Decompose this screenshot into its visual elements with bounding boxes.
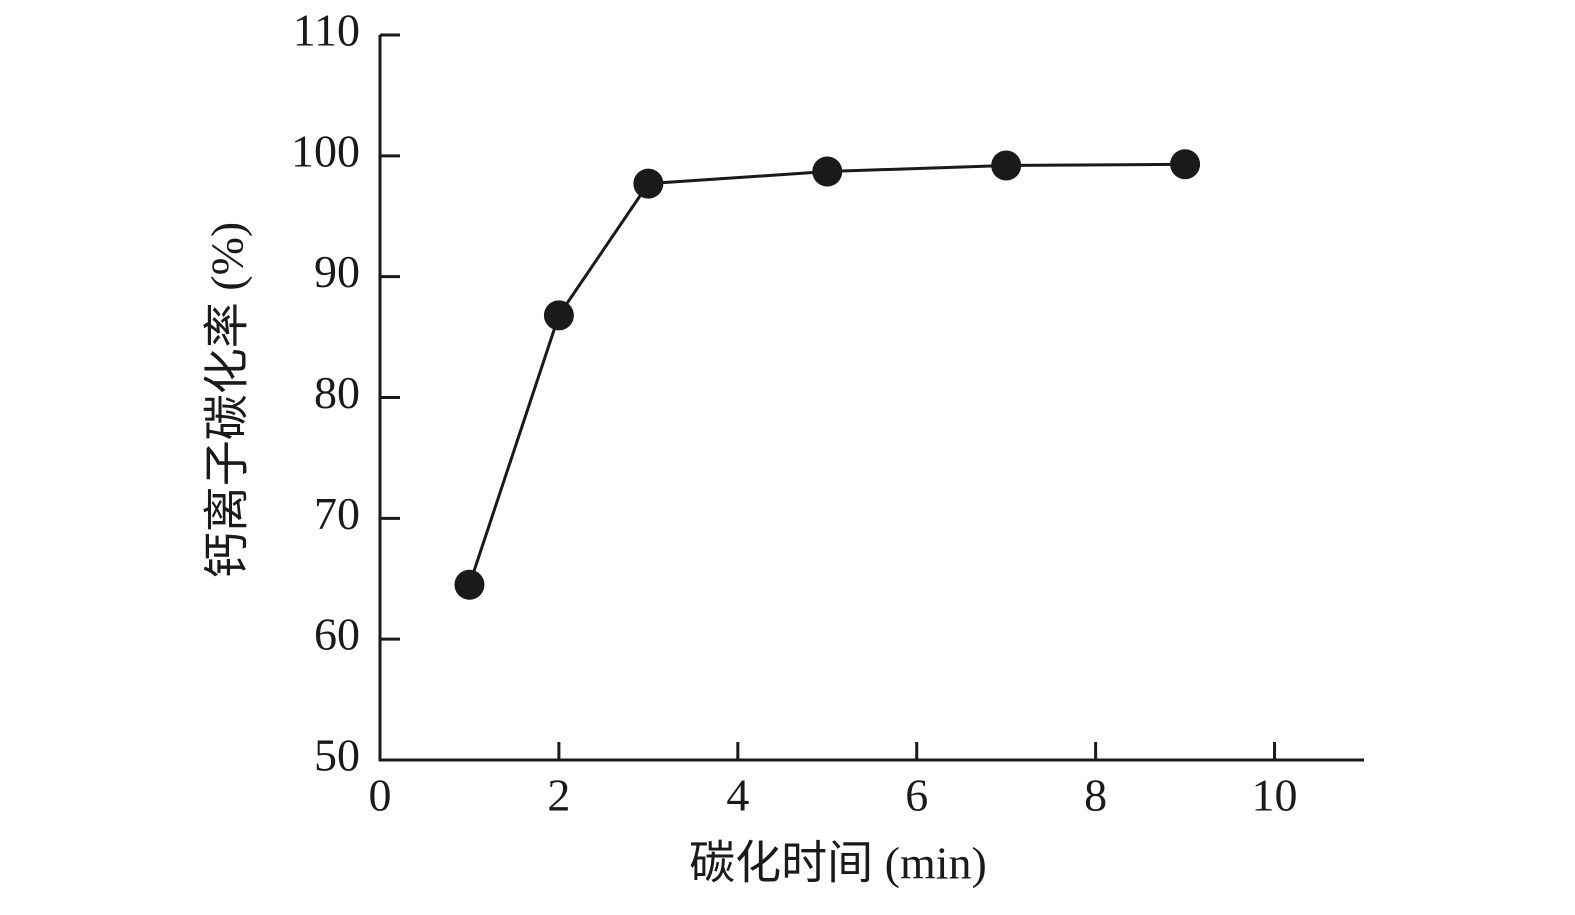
y-tick-label: 70	[314, 488, 360, 539]
y-axis-label: 钙离子碳化率 (%)	[202, 222, 253, 578]
marker	[454, 569, 485, 600]
marker	[991, 150, 1022, 181]
x-tick-label: 10	[1252, 770, 1298, 821]
y-tick-label: 90	[314, 246, 360, 297]
marker	[543, 300, 574, 331]
x-tick-label: 6	[905, 770, 928, 821]
marker	[1170, 149, 1201, 180]
marker	[633, 168, 664, 199]
y-tick-label: 60	[314, 609, 360, 660]
y-tick-label: 80	[314, 367, 360, 418]
marker	[812, 156, 843, 187]
axes	[378, 35, 1364, 762]
y-tick-label: 110	[293, 5, 360, 56]
x-tick-label: 2	[547, 770, 570, 821]
line	[468, 162, 1186, 586]
y-tick-label: 100	[291, 125, 360, 176]
y-tick-label: 50	[314, 730, 360, 781]
x-axis-label: 碳化时间 (min)	[689, 838, 987, 889]
x-tick-label: 0	[369, 770, 392, 821]
x-tick-label: 4	[726, 770, 749, 821]
x-tick-label: 8	[1084, 770, 1107, 821]
